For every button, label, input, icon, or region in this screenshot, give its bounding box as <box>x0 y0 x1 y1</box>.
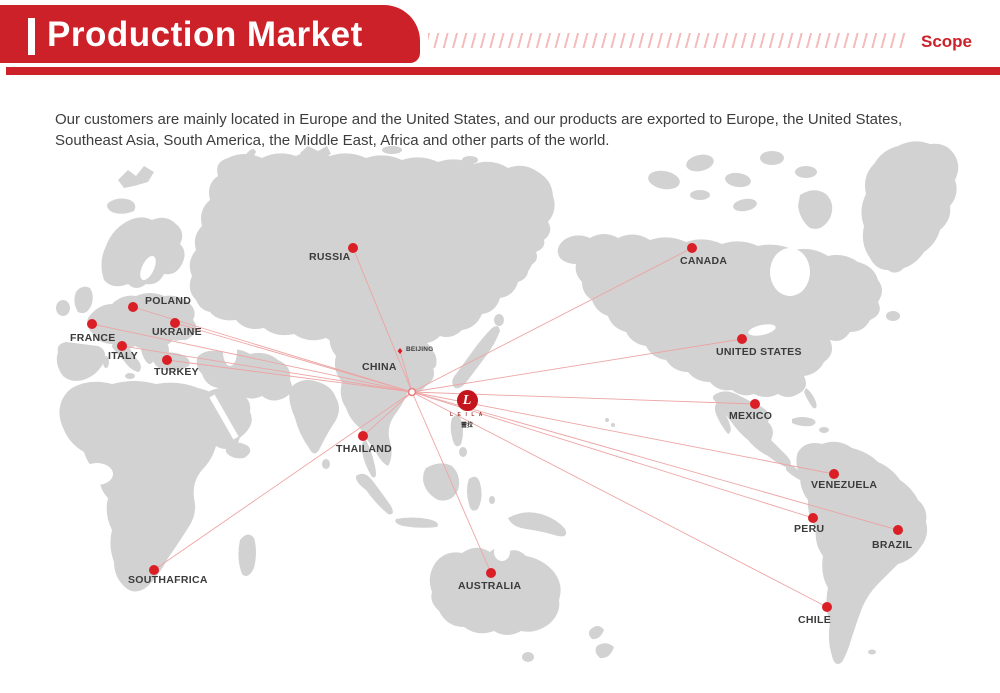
marker-dot-united-states <box>737 334 747 344</box>
marker-dot-russia <box>348 243 358 253</box>
sea-red-sea <box>209 394 239 440</box>
marker-dot-poland <box>128 302 138 312</box>
land-java <box>395 517 438 528</box>
land-ireland <box>56 300 70 316</box>
land-uk <box>74 286 93 314</box>
land-philippines <box>450 415 463 447</box>
route-line-turkey <box>166 359 413 393</box>
land-sakhalin <box>478 286 488 314</box>
brand-cjk: 蕾拉 <box>460 423 473 429</box>
sea-hudson-bay <box>770 248 810 296</box>
intro-text: Our customers are mainly located in Euro… <box>55 111 903 149</box>
land-new-zealand <box>588 626 604 640</box>
land-baffin <box>798 190 833 229</box>
hub-marker <box>407 387 417 397</box>
land-baja <box>714 402 731 434</box>
land-new-guinea <box>508 512 567 537</box>
land-horn-africa <box>226 442 251 459</box>
land-layer <box>56 141 959 664</box>
brand-logo: L L E I L A · · · · · 蕾拉 <box>448 390 486 429</box>
land-iceland <box>107 198 136 214</box>
sea-gulf-guinea <box>81 463 113 485</box>
land-malay <box>361 440 376 478</box>
brand-fineprint: · · · · · <box>460 418 474 422</box>
land-central-america <box>786 462 803 480</box>
land-scandinavia <box>101 217 185 288</box>
marker-dot-chile <box>822 602 832 612</box>
marker-dot-venezuela <box>829 469 839 479</box>
route-line-southafrica <box>153 391 413 571</box>
land-sulawesi <box>467 476 482 511</box>
marker-dot-ukraine <box>170 318 180 328</box>
land-newfoundland <box>886 311 900 321</box>
route-line-italy <box>121 345 413 393</box>
land-mexico <box>712 391 791 468</box>
land-madagascar <box>238 534 256 576</box>
land-florida <box>804 388 817 409</box>
marker-dot-italy <box>117 341 127 351</box>
route-line-beijing <box>399 350 413 393</box>
marker-dot-thailand <box>358 431 368 441</box>
marker-dot-mexico <box>750 399 760 409</box>
land-europe <box>87 293 197 349</box>
routes-and-markers-layer <box>87 243 903 612</box>
marker-dot-australia <box>486 568 496 578</box>
brand-name: L E I L A <box>449 412 485 418</box>
marker-dot-peru <box>808 513 818 523</box>
page-title: Production Market <box>47 15 363 54</box>
land-srilanka <box>322 459 330 469</box>
marker-star-beijing <box>397 348 403 354</box>
marker-dot-brazil <box>893 525 903 535</box>
route-line-peru <box>411 391 814 519</box>
route-line-brazil <box>411 391 899 531</box>
marker-dot-southafrica <box>149 565 159 575</box>
route-line-chile <box>411 391 828 608</box>
land-iberia <box>56 342 106 381</box>
route-line-ukraine <box>174 322 413 393</box>
land-south-america <box>796 441 928 664</box>
route-line-russia <box>352 247 413 393</box>
land-australia <box>429 547 561 635</box>
divider-strip <box>6 67 1000 75</box>
route-line-australia <box>411 391 492 574</box>
land-greenland <box>861 141 959 273</box>
sea-layer <box>81 248 810 561</box>
land-india <box>289 380 339 454</box>
marker-dot-turkey <box>162 355 172 365</box>
route-line-united-states <box>411 338 743 393</box>
sea-carpentaria <box>494 543 510 561</box>
land-borneo <box>423 463 460 501</box>
land-kamchatka <box>520 230 537 276</box>
sea-great-lakes <box>748 324 776 336</box>
marker-dot-france <box>87 319 97 329</box>
land-china <box>329 331 435 466</box>
land-africa <box>59 381 240 592</box>
route-line-canada <box>411 247 693 393</box>
title-accent-bar <box>28 18 35 55</box>
sea-black-sea <box>169 340 197 352</box>
land-north-america <box>557 234 882 397</box>
land-cuba <box>792 417 816 427</box>
land-tasmania <box>522 652 534 662</box>
sea-caspian <box>223 338 237 366</box>
land-mideast <box>196 349 292 401</box>
land-sumatra <box>355 473 393 515</box>
title-banner: Production Market <box>0 5 420 63</box>
route-line-france <box>91 323 413 393</box>
land-svalbard <box>118 166 154 188</box>
marker-dot-canada <box>687 243 697 253</box>
brand-logo-icon: L <box>456 390 478 411</box>
route-line-venezuela <box>411 391 835 475</box>
land-korea <box>426 350 437 369</box>
land-russia <box>189 152 555 347</box>
land-japan <box>452 326 500 389</box>
route-line-thailand <box>362 391 413 437</box>
scope-label: Scope <box>921 32 973 51</box>
hatch-decoration <box>428 33 905 48</box>
